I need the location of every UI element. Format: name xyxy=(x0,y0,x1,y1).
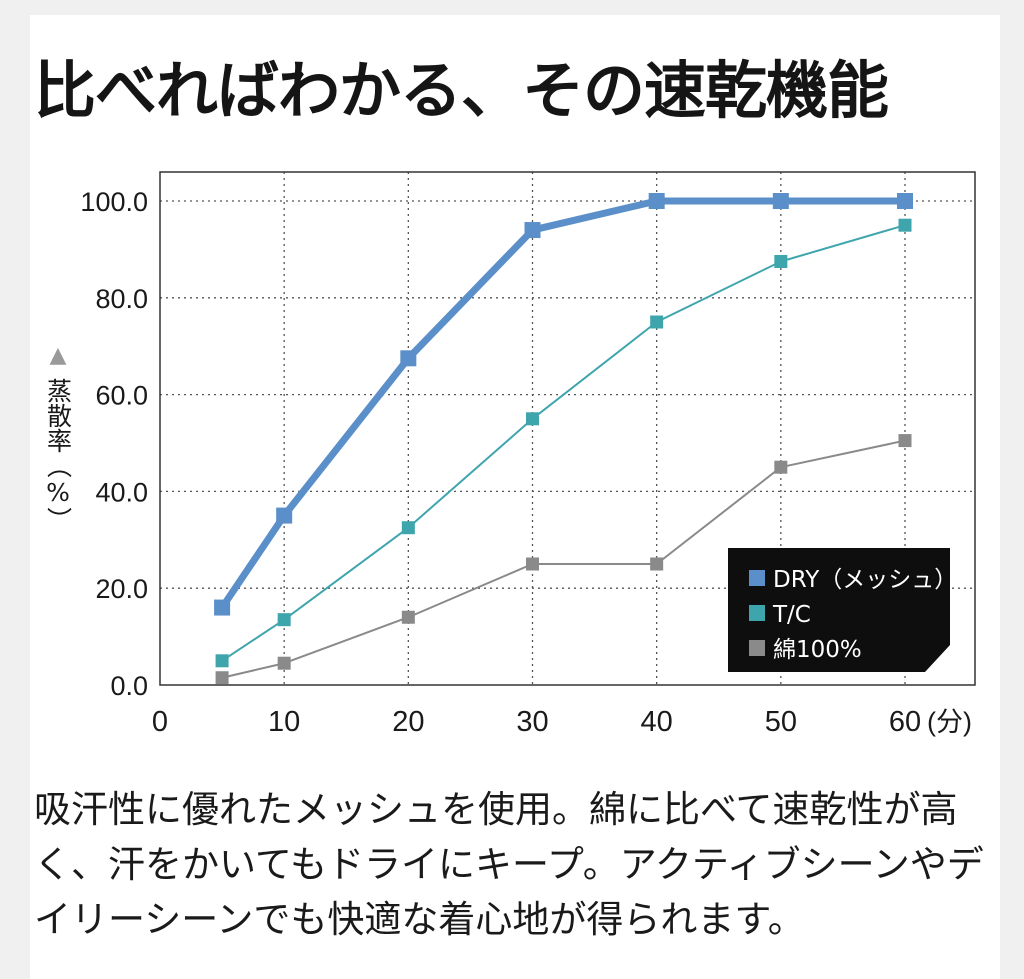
x-tick-label: 60 xyxy=(889,706,921,738)
y-tick-label: 80.0 xyxy=(95,284,148,314)
data-point xyxy=(400,350,417,367)
data-point xyxy=(401,610,415,624)
x-tick-label: 40 xyxy=(641,706,673,738)
data-point xyxy=(524,222,541,239)
data-point xyxy=(897,193,913,209)
data-point xyxy=(214,599,231,616)
data-point xyxy=(401,521,415,535)
data-point xyxy=(772,193,789,209)
series-0 xyxy=(214,193,913,616)
description-text: 吸汗性に優れたメッシュを使用。綿に比べて速乾性が高く、汗をかいてもドライにキープ… xyxy=(34,788,984,941)
y-tick-label: 20.0 xyxy=(95,574,148,604)
data-point xyxy=(898,434,912,448)
data-point xyxy=(774,460,788,474)
legend-swatch xyxy=(749,570,765,586)
series-group xyxy=(214,193,913,685)
plot-frame xyxy=(159,171,976,686)
y-axis-title: 蒸散率（%） xyxy=(44,378,73,532)
y-axis-label: ▲ 蒸散率（%） xyxy=(44,343,73,532)
legend-label: DRY（メッシュ） xyxy=(773,567,957,593)
legend-label: T/C xyxy=(772,602,811,628)
x-axis-ticks: 0 10 20 30 40 50 60 (分) xyxy=(152,706,972,738)
content-card xyxy=(30,15,1000,979)
x-tick-label: 20 xyxy=(392,706,424,738)
y-axis-ticks: 0.0 20.0 40.0 60.0 80.0 100.0 xyxy=(80,187,148,701)
legend-label: 綿100% xyxy=(773,637,862,663)
legend: DRY（メッシュ） T/C 綿100% xyxy=(728,548,957,672)
data-point xyxy=(898,218,912,232)
legend-box xyxy=(728,548,950,672)
y-tick-label: 60.0 xyxy=(95,381,148,411)
data-point xyxy=(215,671,229,685)
data-point xyxy=(650,557,664,571)
data-point xyxy=(215,654,229,668)
legend-swatch xyxy=(749,640,765,656)
data-point xyxy=(276,507,293,524)
page-title: 比べればわかる、その速乾機能 xyxy=(34,54,889,127)
y-tick-label: 40.0 xyxy=(95,477,148,507)
data-point xyxy=(277,613,291,627)
y-tick-label: 0.0 xyxy=(110,671,148,701)
x-tick-label: 10 xyxy=(268,706,300,738)
data-point xyxy=(526,557,539,571)
y-axis-marker-icon: ▲ xyxy=(50,343,67,368)
evaporation-chart: 0.0 20.0 40.0 60.0 80.0 100.0 0 10 20 30 40 50 60 (分… xyxy=(44,171,976,738)
data-point xyxy=(774,255,788,268)
x-tick-label: 50 xyxy=(765,706,797,738)
series-1 xyxy=(215,218,912,668)
y-tick-label: 100.0 xyxy=(80,187,148,217)
legend-swatch xyxy=(749,605,765,621)
data-point xyxy=(650,315,664,329)
series-2 xyxy=(215,434,912,685)
data-point xyxy=(526,412,539,426)
data-point xyxy=(648,193,665,209)
x-tick-label: 0 xyxy=(152,706,168,738)
x-tick-label: 30 xyxy=(516,706,548,738)
x-axis-unit: (分) xyxy=(927,707,972,737)
data-point xyxy=(277,656,291,670)
series-line xyxy=(219,197,905,610)
